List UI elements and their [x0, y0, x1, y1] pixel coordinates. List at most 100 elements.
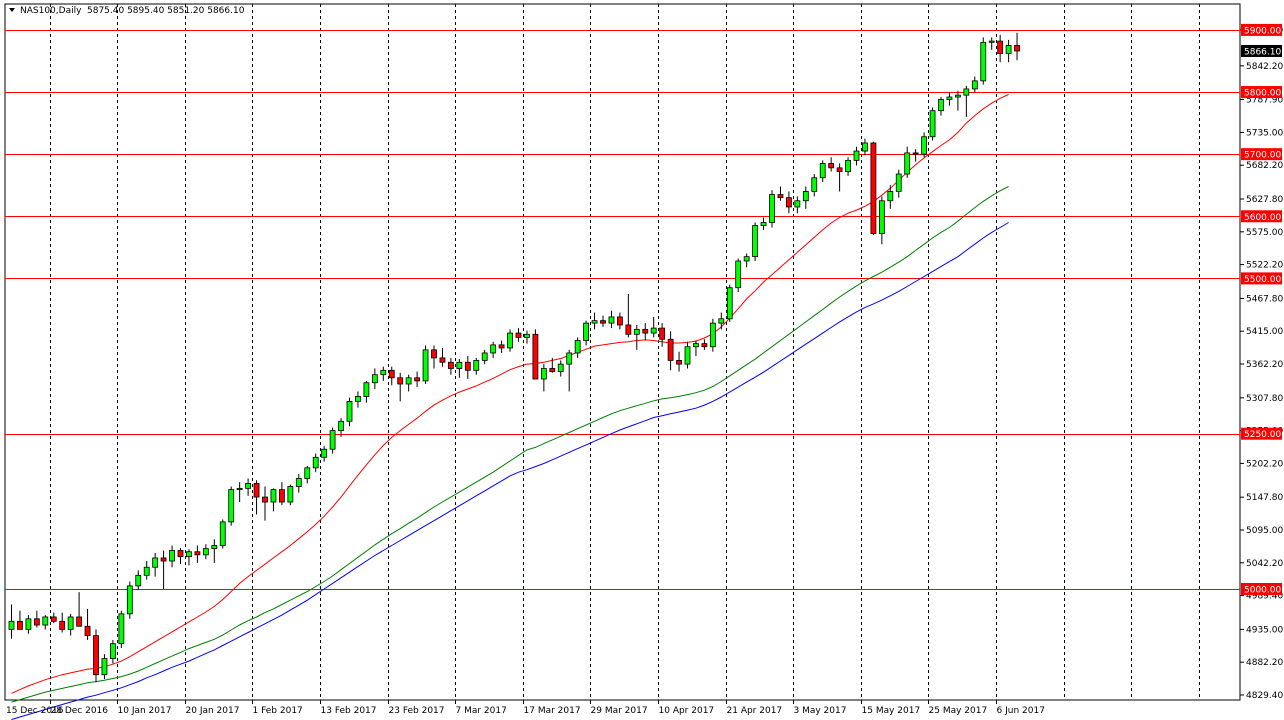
bull-candle [1005, 45, 1012, 54]
bull-candle [904, 152, 911, 175]
bull-candle [819, 163, 826, 179]
bull-candle [363, 382, 370, 397]
bull-candle [557, 363, 564, 372]
bull-candle [769, 194, 775, 223]
bull-candle [101, 658, 108, 676]
horizontal-levels [5, 30, 1240, 590]
bear-candle [397, 377, 404, 385]
bull-candle [955, 94, 961, 98]
bull-candle [211, 545, 218, 550]
bear-candle [50, 616, 57, 622]
bull-candle [329, 430, 336, 450]
bear-candle [1014, 45, 1020, 52]
bear-candle [836, 167, 843, 172]
bull-candle [574, 340, 581, 354]
bull-candle [963, 88, 970, 96]
bear-candle [194, 551, 201, 556]
bear-candle [786, 197, 792, 208]
bear-candle [997, 40, 1004, 54]
ohlc-values: 5875.40 5895.40 5851.20 5866.10 [87, 6, 245, 16]
bear-candle [93, 635, 99, 676]
current-price-label: 5866.10 [1244, 47, 1281, 57]
bear-candle [659, 327, 666, 340]
time-tick-label: 28 Dec 2016 [51, 706, 109, 716]
level-price-badge [1241, 272, 1282, 285]
level-price-label: 5900.00 [1244, 26, 1281, 36]
bull-candle [312, 456, 319, 469]
price-tick-label: 5042.20 [1246, 559, 1283, 569]
dropdown-arrow-icon[interactable] [9, 8, 15, 12]
price-tick-label: 5095.00 [1246, 526, 1283, 536]
bear-candle [464, 361, 471, 371]
bear-candle [84, 625, 91, 636]
bull-candle [895, 173, 902, 192]
bear-candle [431, 349, 437, 359]
bull-candle [794, 200, 801, 208]
bull-candle [422, 349, 429, 382]
price-tick-label: 5467.80 [1246, 294, 1283, 304]
bull-candle [507, 332, 513, 349]
bear-candle [59, 620, 66, 630]
bear-candle [515, 332, 522, 338]
bear-candle [76, 616, 82, 627]
bear-candle [828, 163, 835, 169]
bull-candle [219, 521, 226, 546]
price-tick-label: 4989.40 [1246, 592, 1283, 602]
time-tick-label: 21 Apr 2017 [727, 706, 783, 716]
time-tick-label: 20 Jan 2017 [186, 706, 240, 716]
bull-candle [481, 352, 488, 361]
time-tick-label: 6 Jun 2017 [997, 706, 1045, 716]
time-tick-label: 1 Feb 2017 [253, 706, 303, 716]
bull-candle [718, 318, 725, 324]
bull-candle [371, 374, 378, 384]
bull-candle [321, 448, 328, 458]
bull-candle [862, 142, 868, 152]
bear-candle [278, 489, 285, 503]
time-tick-label: 29 Mar 2017 [591, 706, 648, 716]
bull-candle [971, 80, 978, 90]
price-axis: 5900.00 5842.20 5787.90 5735.00 5682.20 5627.… [1240, 23, 1283, 701]
bull-candle [938, 99, 944, 112]
bear-candle [414, 377, 421, 382]
plot-area [4, 3, 1241, 701]
bull-candle [980, 41, 987, 82]
bull-candle [988, 40, 995, 43]
time-tick-label: 25 May 2017 [929, 706, 988, 716]
level-price-badge [1241, 583, 1282, 595]
bull-candle [760, 222, 767, 226]
price-tick-label: 5147.80 [1246, 493, 1283, 503]
price-tick-label: 5735.00 [1246, 128, 1283, 138]
level-price-label: 5000.00 [1244, 586, 1281, 596]
bear-candle [447, 361, 454, 369]
bull-candle [490, 344, 497, 354]
bull-candle [295, 478, 302, 487]
level-price-badge [1241, 86, 1282, 99]
bear-candle [642, 328, 649, 334]
price-tick-label: 5307.80 [1246, 394, 1283, 404]
bull-candle [811, 177, 818, 192]
bull-candle [946, 96, 953, 100]
bear-candle [532, 333, 539, 380]
bear-candle [777, 194, 784, 199]
moving-average-line [11, 222, 1009, 720]
bull-candle [25, 618, 32, 630]
bear-candle [177, 550, 184, 558]
bull-candle [929, 110, 936, 138]
time-tick-label: 15 Dec 2016 [6, 706, 64, 716]
moving-averages [11, 94, 1009, 720]
bull-candle [693, 343, 699, 348]
bear-candle [160, 557, 167, 562]
bull-candle [845, 159, 851, 172]
bull-candle [169, 550, 175, 562]
price-tick-label: 5627.80 [1246, 195, 1283, 205]
vertical-grid-lines [50, 4, 1200, 700]
time-tick-label: 3 May 2017 [794, 706, 847, 716]
bear-candle [262, 496, 268, 503]
bull-candle [143, 566, 150, 576]
price-tick-label: 4829.40 [1246, 691, 1283, 701]
bear-candle [17, 620, 23, 630]
time-tick-label: 23 Feb 2017 [389, 706, 445, 716]
